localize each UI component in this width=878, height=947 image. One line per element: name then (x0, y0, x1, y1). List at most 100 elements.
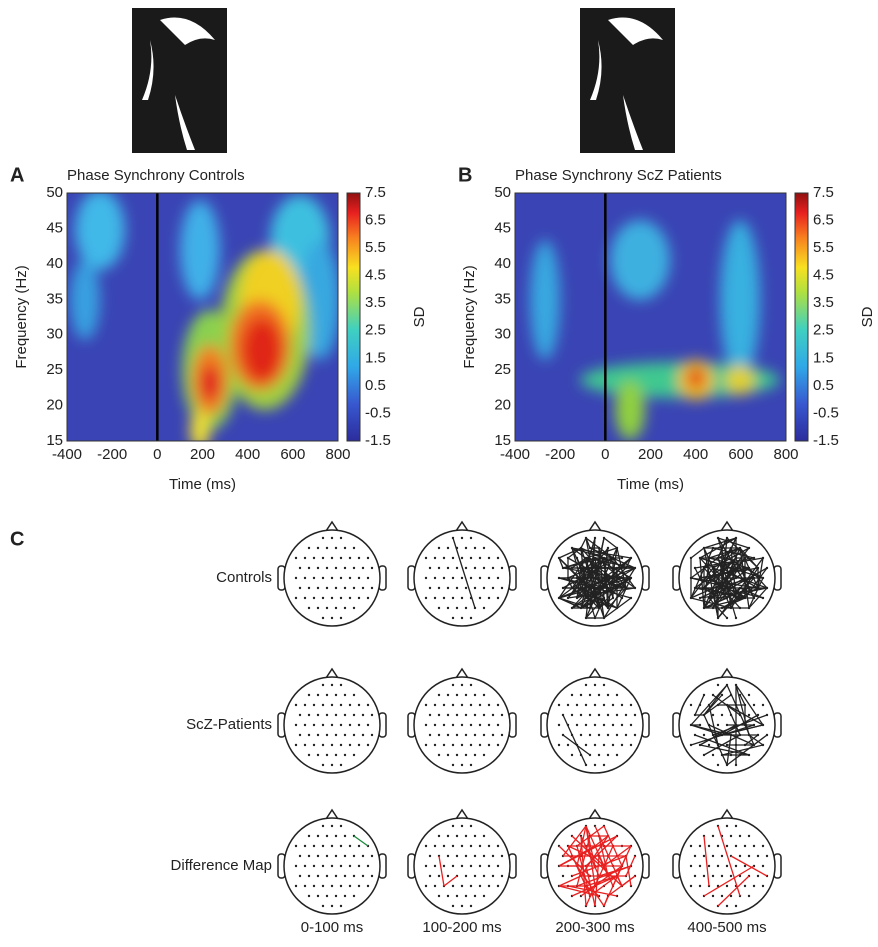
electrode (469, 844, 473, 848)
electrode (602, 723, 606, 727)
electrode (611, 703, 615, 707)
electrode (451, 703, 455, 707)
electrode (478, 576, 482, 580)
electrode (720, 713, 724, 717)
electrode (446, 546, 450, 550)
connection (699, 744, 750, 756)
connection (690, 597, 732, 609)
electrode (446, 586, 450, 590)
electrode (689, 844, 693, 848)
electrode (307, 566, 311, 570)
nose (455, 520, 469, 532)
electrode (478, 596, 482, 600)
blob (610, 220, 670, 300)
connection (703, 865, 755, 897)
electrode (729, 894, 733, 898)
electrode (711, 834, 715, 838)
electrode (307, 606, 311, 610)
electrode (729, 874, 733, 878)
electrode (451, 824, 455, 828)
nose (325, 667, 339, 679)
electrode (303, 576, 307, 580)
electrode (473, 854, 477, 858)
electrode (348, 596, 352, 600)
electrode (747, 894, 751, 898)
electrode (478, 743, 482, 747)
electrode (606, 713, 610, 717)
electrode (321, 743, 325, 747)
nose (720, 520, 734, 532)
electrode (325, 606, 329, 610)
connection (703, 694, 723, 716)
electrode (303, 596, 307, 600)
x-tick-label: -200 (545, 446, 575, 463)
electrode (312, 723, 316, 727)
electrode (725, 904, 729, 908)
electrode (303, 884, 307, 888)
electrode (455, 713, 459, 717)
electrode (298, 854, 302, 858)
electrode (711, 753, 715, 757)
electrode (602, 703, 606, 707)
electrode (321, 844, 325, 848)
electrode (325, 546, 329, 550)
electrode (469, 743, 473, 747)
electrode (312, 703, 316, 707)
panel-title: Phase Synchrony Controls (67, 167, 245, 184)
electrode (473, 733, 477, 737)
electrode (588, 693, 592, 697)
blob (720, 220, 760, 380)
electrode (460, 904, 464, 908)
electrode (321, 576, 325, 580)
electrode (738, 854, 742, 858)
electrode (437, 546, 441, 550)
electrode (478, 703, 482, 707)
electrode (734, 904, 738, 908)
electrode (460, 576, 464, 580)
electrode (330, 864, 334, 868)
electrode (602, 763, 606, 767)
electrode (689, 864, 693, 868)
electrode (579, 693, 583, 697)
head-map (672, 667, 782, 774)
electrode (339, 864, 343, 868)
electrode (496, 884, 500, 888)
electrode (451, 864, 455, 868)
electrode (620, 723, 624, 727)
electrode (312, 884, 316, 888)
electrode (620, 703, 624, 707)
blob (190, 410, 210, 441)
electrode (500, 733, 504, 737)
blob (200, 365, 220, 401)
electrode (579, 713, 583, 717)
electrode (298, 874, 302, 878)
electrode (451, 683, 455, 687)
electrode (487, 703, 491, 707)
electrode (593, 683, 597, 687)
y-tick-label: 25 (494, 361, 511, 378)
colorbar-tick-label: -0.5 (813, 404, 839, 421)
connection (585, 597, 605, 619)
electrode (464, 693, 468, 697)
electrode (437, 753, 441, 757)
electrode (473, 566, 477, 570)
electrode (321, 556, 325, 560)
electrode (437, 874, 441, 878)
connection (708, 567, 741, 579)
connection (690, 724, 723, 736)
electrode (433, 864, 437, 868)
electrode (469, 536, 473, 540)
colorbar-tick-label: 3.5 (365, 294, 386, 311)
connection (712, 694, 741, 716)
x-tick-label: 800 (773, 446, 798, 463)
connection (726, 734, 732, 766)
connection (558, 875, 582, 887)
connection (748, 587, 768, 609)
connection (580, 577, 632, 609)
electrode (707, 844, 711, 848)
connection (726, 684, 755, 746)
electrode (316, 733, 320, 737)
electrode (761, 864, 765, 868)
connection (567, 845, 591, 857)
electrode (316, 546, 320, 550)
